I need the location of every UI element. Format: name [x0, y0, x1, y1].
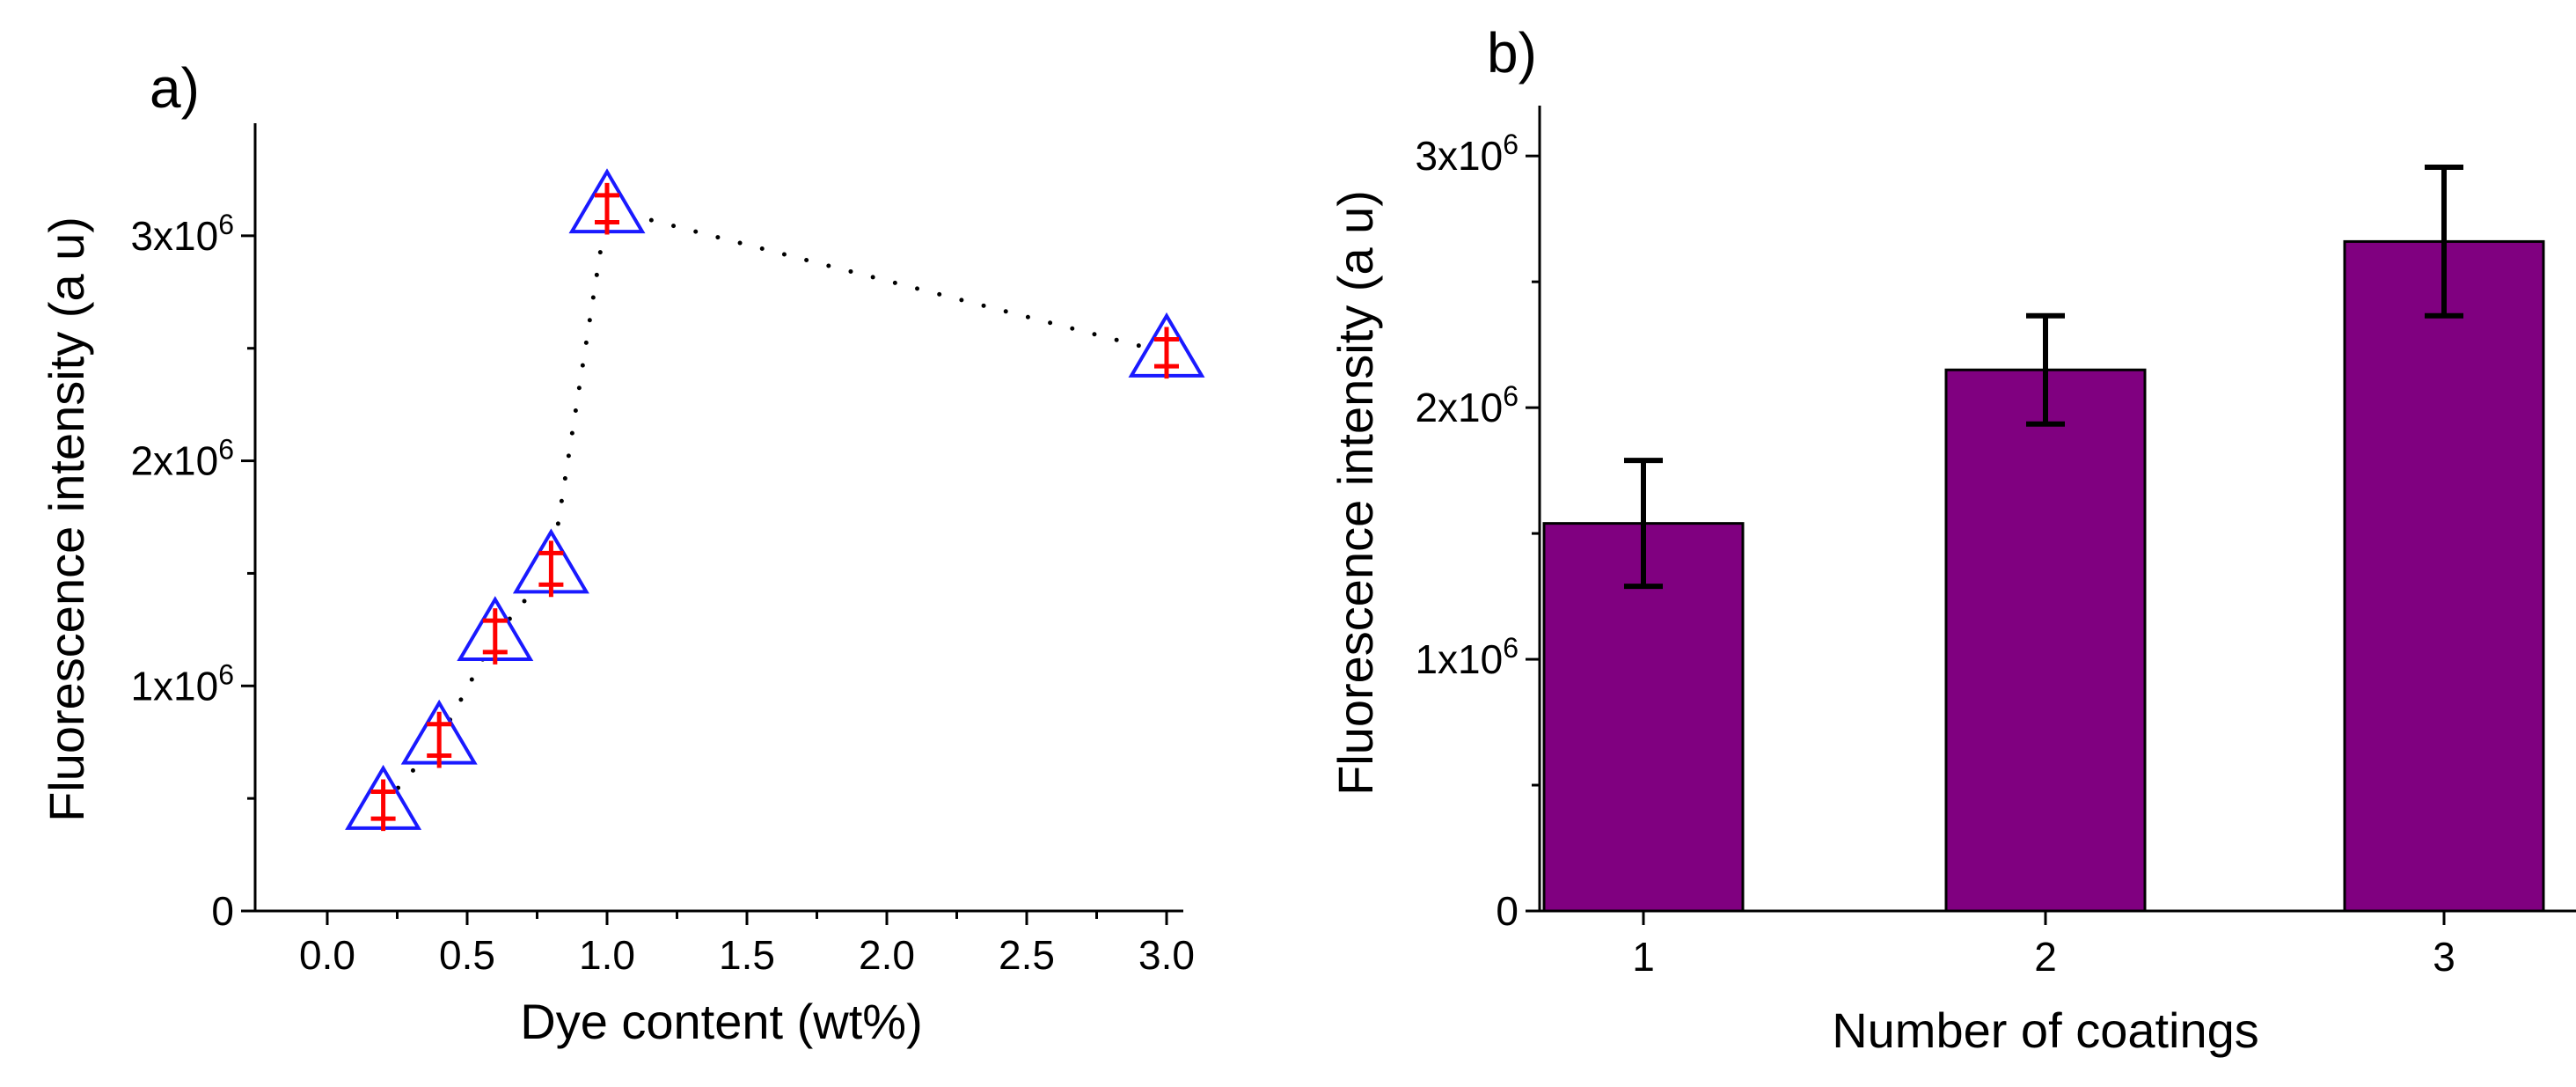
panel-a-error-bar	[370, 779, 396, 832]
panel-a-x-tick-label: 0.0	[299, 932, 355, 978]
panel-b-x-tick-label: 3	[2433, 934, 2455, 980]
panel-a-error-bar	[1154, 327, 1179, 379]
panel-a-x-axis-title: Dye content (wt%)	[520, 994, 923, 1049]
panel-b-x-tick-label: 1	[1632, 934, 1655, 980]
panel-b-y-tick-label: 0	[1496, 888, 1519, 934]
panel-b-bar	[1944, 368, 2147, 913]
panel-a-x-tick-label: 1.0	[579, 932, 635, 978]
panel-a-error-bar	[595, 182, 619, 235]
panel-a-data-points	[345, 168, 1205, 832]
panel-b-y-tick-label: 3x106	[1415, 129, 1519, 179]
panel-a-x-ticks: 0.0 0.5 1.0 1.5 2.0 2.5 3.0	[299, 911, 1195, 978]
panel-b-bar	[2343, 239, 2545, 913]
panel-b-x-tick-label: 2	[2034, 934, 2057, 980]
panel-a-data-point	[1128, 312, 1205, 379]
panel-b-x-axis-title: Number of coatings	[1832, 1003, 2259, 1058]
panel-a-connector-segment	[493, 566, 553, 639]
panel-a-y-tick-label: 1x106	[130, 658, 234, 709]
panel-a-dotted-connector	[381, 206, 1169, 808]
panel-b-y-tick-label: 2x106	[1415, 380, 1519, 430]
panel-a-x-tick-label: 0.5	[439, 932, 495, 978]
panel-b-label: b)	[1487, 21, 1537, 84]
panel-a-x-tick-label: 2.0	[859, 932, 915, 978]
panel-a-error-bar	[427, 711, 452, 768]
panel-a-y-tick-label: 2x106	[130, 434, 234, 484]
panel-a-x-tick-label: 1.5	[719, 932, 775, 978]
panel-a-label: a)	[150, 56, 200, 120]
panel-b-y-axis-title: Fluorescence intensity (a u)	[1328, 190, 1383, 796]
panel-a-y-tick-label: 0	[211, 888, 234, 934]
panel-a-data-point	[512, 528, 589, 598]
panel-a-x-tick-label: 2.5	[999, 932, 1055, 978]
panel-b-y-tick-label: 1x106	[1415, 632, 1519, 682]
panel-b-error-bar	[1624, 458, 1663, 590]
panel-a-connector-segment	[548, 206, 610, 571]
panel-a-error-bar	[538, 540, 564, 598]
panel-a-data-point	[457, 596, 534, 665]
panel-a-y-axis-title: Fluorescence intensity (a u)	[39, 217, 94, 822]
panel-b-error-bars	[1624, 165, 2463, 590]
panel-a-error-bar	[482, 608, 508, 665]
panel-a-data-point	[400, 699, 478, 768]
panel-b-error-bar	[2425, 165, 2463, 319]
panel-a-connector-segment	[604, 206, 1169, 356]
panel-b-x-ticks: 1 2 3	[1632, 911, 2455, 980]
panel-a-y-ticks: 0 1x106 2x106 3x106	[130, 209, 255, 934]
panel-a-data-point	[345, 764, 422, 832]
panel-a-data-point	[568, 168, 646, 235]
panel-b-error-bar	[2026, 312, 2065, 427]
panel-a-x-tick-label: 3.0	[1138, 932, 1195, 978]
panel-b-bar-chart: b) 0 1x106 2x106 3x106 1 2 3 Number of coatin…	[1328, 21, 2576, 1058]
panel-a-scatter-chart: a) 0 1x106 2x106 3x106 0.0 0.5 1.0 1.5 2.0 2.5 3.…	[39, 56, 1205, 1049]
panel-a-y-tick-label: 3x106	[130, 209, 234, 259]
panel-a-axes	[253, 123, 1183, 913]
panel-b-bars	[1542, 239, 2545, 913]
panel-b-y-ticks: 0 1x106 2x106 3x106	[1415, 129, 1540, 934]
